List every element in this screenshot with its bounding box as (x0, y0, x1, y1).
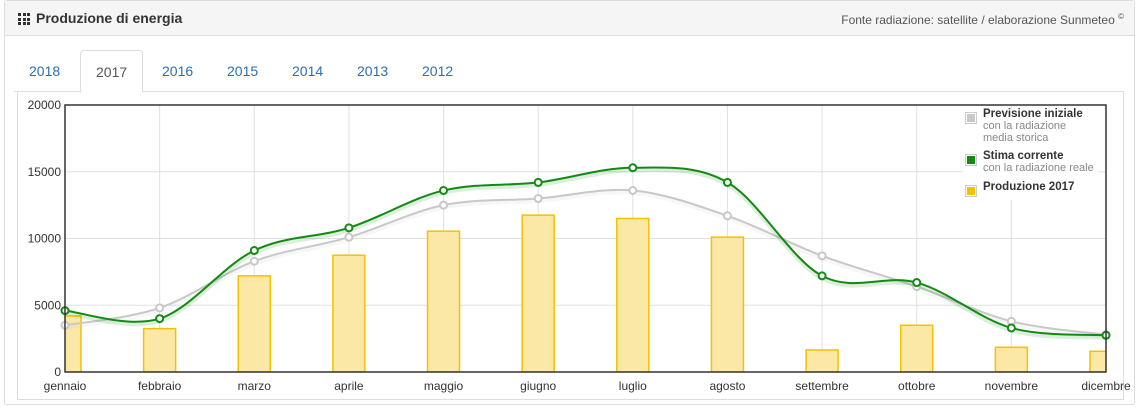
bar-agosto (710, 236, 745, 372)
panel-title: Produzione di energia (36, 10, 183, 26)
x-tick-label: febbraio (138, 379, 182, 393)
point-stima-corrente-aprile (344, 223, 354, 233)
tab-2014[interactable]: 2014 (292, 63, 324, 79)
x-tick-label: novembre (985, 379, 1039, 393)
x-tick-label: ottobre (898, 379, 936, 393)
bar-luglio (616, 217, 650, 372)
bar-ottobre (899, 324, 934, 372)
point-stima-corrente-giugno (533, 177, 543, 187)
tab-2018[interactable]: 2018 (29, 63, 61, 79)
bar-aprile (332, 254, 366, 372)
legend-name-produzione: Produzione 2017 (983, 180, 1075, 193)
point-stima-corrente-novembre (1006, 323, 1016, 333)
bar-settembre (805, 349, 839, 372)
line-stima-corrente (64, 166, 1107, 337)
line-previsione-iniziale (64, 188, 1107, 336)
point-stima-corrente-luglio (628, 163, 638, 173)
legend-name-previsione: Previsione iniziale (983, 108, 1083, 120)
legend-sub-stima: con la radiazione reale (983, 162, 1094, 174)
point-previsione-iniziale-maggio (439, 200, 449, 210)
y-tick-label: 5000 (34, 298, 61, 312)
x-tick-label: marzo (238, 379, 272, 393)
legend-sub-previsione: con la radiazione media storica (983, 120, 1067, 144)
tab-2015[interactable]: 2015 (227, 63, 259, 79)
bar-novembre (994, 346, 1029, 372)
x-tick-label: gennaio (44, 379, 87, 393)
y-tick-label: 15000 (28, 165, 62, 179)
legend-item-stima[interactable]: Stima corrente con la radiazione reale (963, 150, 1098, 175)
grid-icon (18, 13, 30, 25)
point-stima-corrente-settembre (817, 271, 827, 281)
radiation-source-text: Fonte radiazione: satellite / elaborazio… (841, 13, 1115, 27)
point-previsione-iniziale-luglio (628, 185, 638, 195)
x-tick-label: aprile (334, 379, 364, 393)
tab-2013[interactable]: 2013 (357, 63, 389, 79)
bar-gennaio (65, 315, 82, 372)
plot-border (64, 104, 1107, 373)
tab-2016[interactable]: 2016 (162, 63, 194, 79)
bar-marzo (237, 275, 272, 372)
x-tick-label: luglio (619, 379, 647, 393)
bar-maggio (426, 230, 461, 372)
x-tick-label: maggio (424, 379, 464, 393)
radiation-source: Fonte radiazione: satellite / elaborazio… (841, 12, 1124, 27)
legend-swatch-previsione (965, 112, 977, 124)
year-tabs: 2018 2017 2016 2015 2014 2013 2012 (14, 50, 1124, 93)
line-shadow-stima-corrente (64, 167, 1107, 340)
y-tick-label: 20000 (28, 98, 62, 112)
bar-febbraio (142, 327, 177, 372)
point-stima-corrente-febbraio (155, 314, 165, 324)
line-shadow-previsione-iniziale (64, 189, 1107, 340)
point-previsione-iniziale-febbraio (155, 303, 165, 313)
x-tick-label: agosto (709, 379, 745, 393)
tab-2012[interactable]: 2012 (422, 63, 454, 79)
point-stima-corrente-maggio (439, 185, 449, 195)
x-tick-label: dicembre (1081, 379, 1131, 393)
panel-heading: Produzione di energia Fonte radiazione: … (5, 1, 1134, 36)
point-stima-corrente-agosto (722, 177, 732, 187)
x-tick-label: giugno (520, 379, 556, 393)
legend-item-produzione[interactable]: Produzione 2017 (963, 180, 1098, 197)
legend-name-stima: Stima corrente (983, 150, 1064, 162)
bar-dicembre (1089, 350, 1106, 372)
chart-legend: Previsione iniziale con la radiazione me… (963, 108, 1098, 200)
bar-giugno (521, 214, 555, 372)
point-previsione-iniziale-aprile (344, 232, 354, 242)
point-previsione-iniziale-giugno (533, 193, 543, 203)
legend-swatch-produzione (965, 184, 977, 197)
copyright-mark: © (1118, 12, 1124, 21)
legend-swatch-stima (965, 154, 977, 166)
legend-item-previsione[interactable]: Previsione iniziale con la radiazione me… (963, 108, 1098, 144)
point-stima-corrente-ottobre (912, 278, 922, 288)
tab-2017[interactable]: 2017 (80, 50, 144, 93)
point-previsione-iniziale-settembre (817, 251, 827, 261)
y-tick-label: 10000 (28, 232, 62, 246)
point-previsione-iniziale-agosto (722, 211, 732, 221)
chart-frame (17, 92, 1124, 400)
point-previsione-iniziale-marzo (249, 256, 259, 266)
x-tick-label: settembre (795, 379, 849, 393)
point-stima-corrente-marzo (249, 246, 259, 256)
y-tick-label: 0 (54, 365, 61, 379)
